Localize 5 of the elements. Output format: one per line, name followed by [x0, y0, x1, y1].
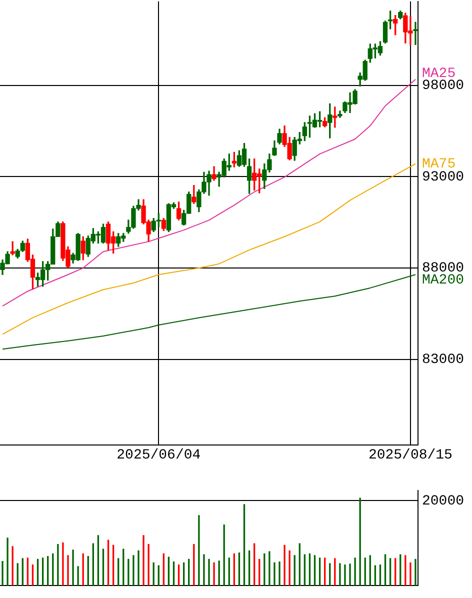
y-tick-label: 83000: [422, 352, 464, 368]
y-tick-label: 20000: [422, 493, 464, 510]
x-tick-label: 2025/08/15: [368, 447, 452, 464]
candlestick: [413, 22, 418, 46]
x-tick-label: 2025/06/04: [116, 447, 201, 464]
